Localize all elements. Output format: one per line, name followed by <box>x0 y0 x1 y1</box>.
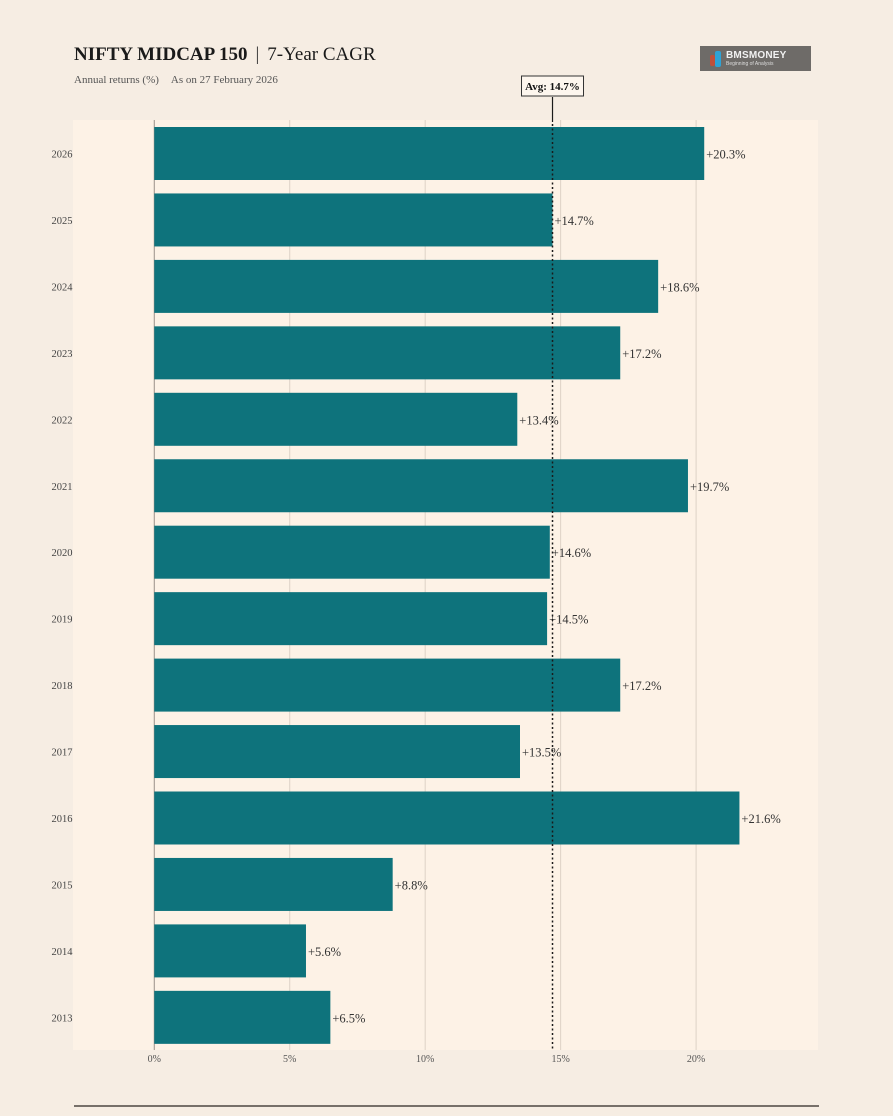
footer-divider <box>74 1105 819 1107</box>
average-line-group: Avg: 14.7% <box>521 75 585 1050</box>
bar-2018 <box>154 658 621 712</box>
bar-2017 <box>154 725 521 779</box>
data-label-2013: +6.5% <box>332 1011 365 1025</box>
y-tick-label-2016: 2016 <box>52 814 73 825</box>
bar-2023 <box>154 326 621 380</box>
data-label-2016: +21.6% <box>741 812 780 826</box>
bar-2021 <box>154 459 688 513</box>
bar-2025 <box>154 193 553 247</box>
brand-logo: BMSMONEY Beginning of Analysis <box>700 46 811 71</box>
bar-2026 <box>154 127 705 180</box>
y-axis-labels: 2026 2025 2024 2023 2022 2021 2020 2019 2018 2017… <box>52 150 74 1025</box>
y-tick-label-2013: 2013 <box>52 1013 73 1024</box>
bar-2016 <box>154 791 740 845</box>
logo-name: BMSMONEY <box>726 49 787 61</box>
data-label-2019: +14.5% <box>549 613 588 627</box>
logo-tagline: Beginning of Analysis <box>726 60 774 67</box>
data-label-2021: +19.7% <box>690 480 729 494</box>
x-tick-label: 15% <box>551 1054 569 1065</box>
average-label: Avg: 14.7% <box>525 81 580 93</box>
bar-2022 <box>154 392 518 446</box>
y-tick-label-2014: 2014 <box>52 947 74 958</box>
subtitle-units: Annual returns (%) <box>74 74 159 86</box>
chart-subtitle: Annual returns (%) As on 27 February 2026 <box>74 74 278 86</box>
y-tick-label-2022: 2022 <box>52 415 73 426</box>
chart-title-main: NIFTY MIDCAP 150 <box>74 44 248 65</box>
x-tick-label: 0% <box>148 1054 161 1065</box>
y-tick-label-2026: 2026 <box>52 150 73 161</box>
y-tick-label-2021: 2021 <box>52 482 73 493</box>
data-label-2014: +5.6% <box>308 945 341 959</box>
x-tick-label: 5% <box>283 1054 296 1065</box>
data-label-2018: +17.2% <box>622 679 661 693</box>
bars <box>154 127 740 1044</box>
y-tick-label-2020: 2020 <box>52 548 73 559</box>
data-label-2026: +20.3% <box>706 148 745 162</box>
data-label-2022: +13.4% <box>519 413 558 427</box>
chart-title: NIFTY MIDCAP 150 | 7-Year CAGR <box>74 44 376 66</box>
x-tick-label: 10% <box>416 1054 434 1065</box>
data-label-2017: +13.5% <box>522 746 561 760</box>
y-tick-label-2017: 2017 <box>52 748 73 759</box>
chart-title-sub: 7-Year CAGR <box>267 44 376 65</box>
bar-2015 <box>154 857 393 911</box>
logo-mark-icon <box>710 50 722 67</box>
bar-2024 <box>154 259 659 313</box>
y-tick-label-2023: 2023 <box>52 349 73 360</box>
data-label-2020: +14.6% <box>552 546 591 560</box>
y-tick-label-2025: 2025 <box>52 216 73 227</box>
average-label-box <box>521 75 585 97</box>
data-label-2025: +14.7% <box>555 214 594 228</box>
y-tick-label-2019: 2019 <box>52 615 73 626</box>
x-tick-label: 20% <box>687 1054 705 1065</box>
data-label-2024: +18.6% <box>660 280 699 294</box>
bar-2019 <box>154 592 548 646</box>
data-label-2015: +8.8% <box>395 878 428 892</box>
y-tick-label-2015: 2015 <box>52 880 73 891</box>
bar-2020 <box>154 525 550 579</box>
bar-2013 <box>154 990 331 1044</box>
data-labels: +20.3% +14.7% +18.6% +17.2% +13.4% +19.7% +14.… <box>308 148 781 1026</box>
title-separator: | <box>255 44 260 65</box>
subtitle-date: As on 27 February 2026 <box>170 74 278 86</box>
bar-2014 <box>154 924 306 978</box>
y-tick-label-2024: 2024 <box>52 282 74 293</box>
x-axis-labels: 0% 5% 10% 15% 20% <box>148 1054 706 1065</box>
data-label-2023: +17.2% <box>622 347 661 361</box>
y-tick-label-2018: 2018 <box>52 681 73 692</box>
